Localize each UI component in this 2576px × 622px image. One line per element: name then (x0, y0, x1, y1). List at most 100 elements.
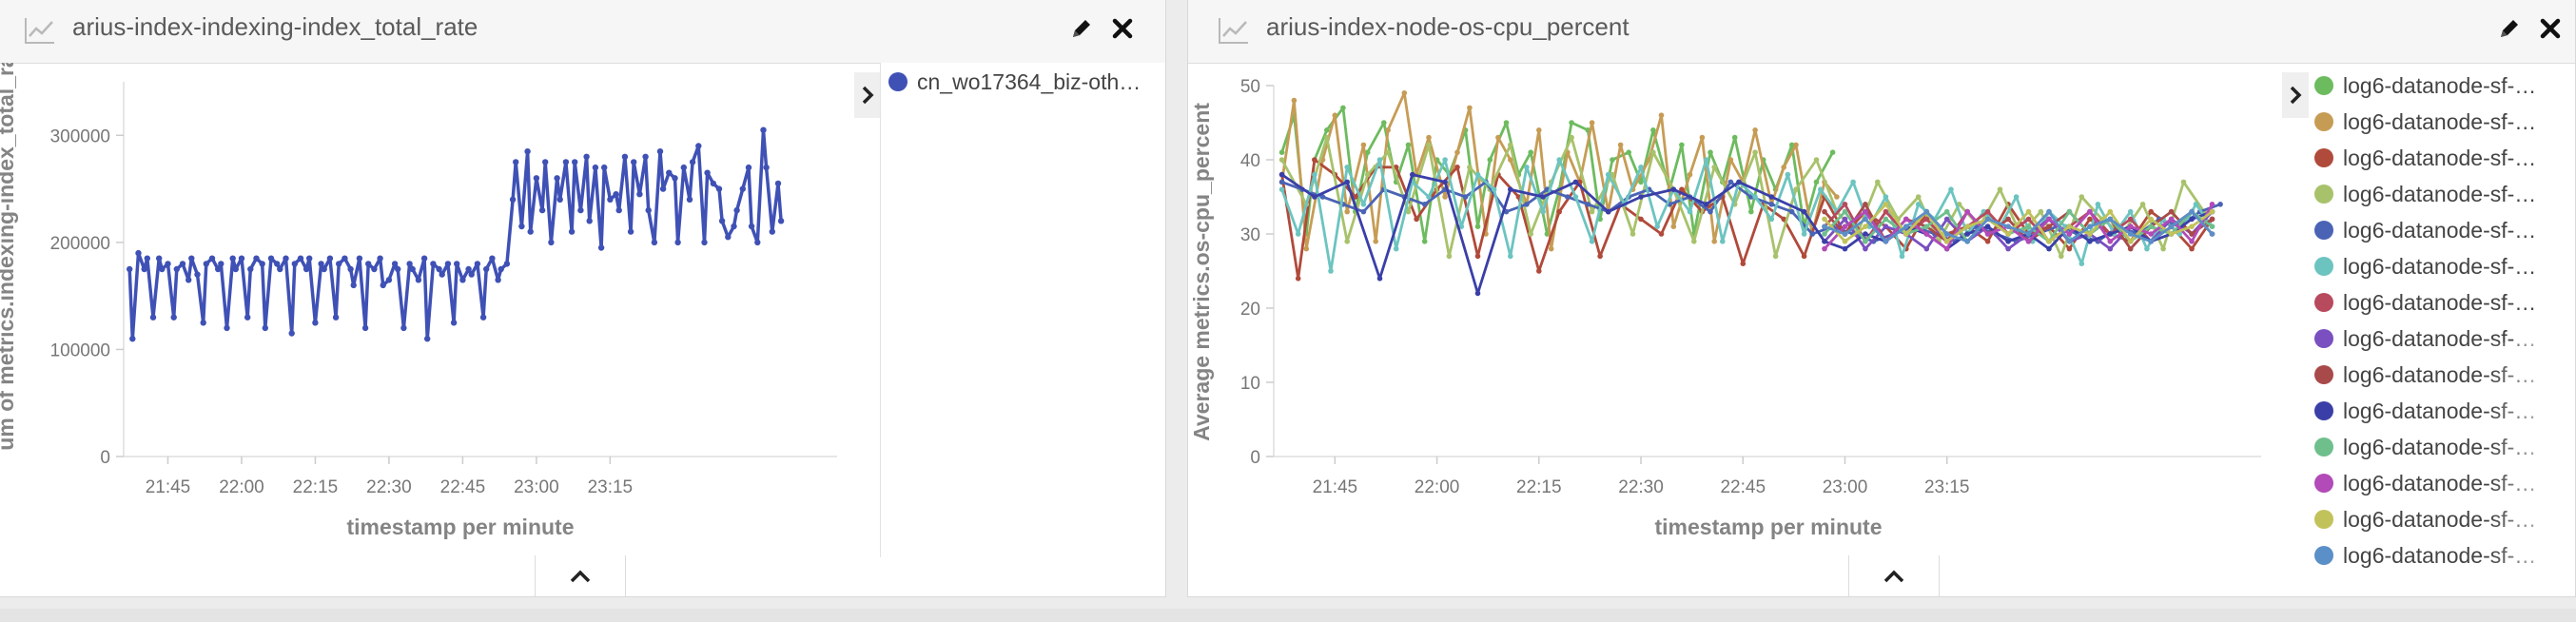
data-point (1863, 239, 1868, 244)
data-point (1670, 186, 1677, 192)
data-point (1943, 216, 1950, 223)
close-x-icon[interactable] (1111, 17, 1134, 40)
data-point (1508, 186, 1513, 192)
data-point (1964, 231, 1970, 237)
x-axis-title: timestamp per minute (347, 515, 575, 539)
data-point (1291, 97, 1298, 104)
data-point (468, 271, 475, 278)
legend-toggle-button[interactable] (854, 72, 881, 118)
visualization-panel-cpu-percent: arius-index-node-os-cpu_percent 0 10 20 30 4… (1187, 0, 2576, 597)
data-point (1528, 231, 1533, 237)
data-point (2005, 239, 2011, 244)
collapse-panel-button[interactable] (535, 555, 626, 596)
line-chart-icon (25, 18, 54, 44)
data-point (2025, 239, 2032, 244)
series-line (127, 127, 783, 340)
data-point (1454, 165, 1460, 170)
data-point (321, 265, 327, 273)
legend-item[interactable]: log6-datanode-sf-… (2314, 213, 2536, 247)
data-point (1923, 208, 1930, 215)
data-point (1915, 194, 1922, 200)
data-point (1842, 231, 1848, 237)
data-point (1711, 165, 1717, 170)
legend-label: log6-datanode-sf-… (2343, 289, 2537, 315)
legend-label: cn_wo17364_biz-oth… (917, 68, 1142, 94)
data-point (1324, 134, 1330, 141)
data-point (1467, 165, 1473, 170)
data-point (754, 239, 761, 246)
data-point (1903, 216, 1909, 223)
data-point (2087, 231, 2093, 237)
data-point (2038, 208, 2044, 215)
data-point (1540, 194, 1546, 200)
data-point (1793, 186, 1799, 192)
data-point (495, 277, 501, 283)
data-point (2148, 239, 2154, 244)
data-point (1923, 224, 1930, 229)
data-point (2148, 208, 2154, 215)
legend-item[interactable]: log6-datanode-sf-… (2314, 285, 2536, 320)
data-point (1638, 165, 1644, 170)
data-point (1788, 142, 1795, 148)
data-point (2148, 231, 2154, 237)
pencil-icon[interactable] (1069, 16, 1094, 41)
data-point (748, 223, 755, 230)
data-point (409, 265, 416, 273)
data-point (336, 261, 342, 267)
data-point (1312, 157, 1317, 163)
data-point (2127, 245, 2134, 252)
data-point (1903, 231, 1909, 237)
data-point (365, 261, 372, 267)
series-line (1280, 136, 2206, 258)
data-point (1442, 179, 1448, 185)
data-point (2148, 216, 2154, 223)
data-point (1278, 149, 1285, 155)
data-point (1487, 157, 1493, 163)
data-point (483, 265, 490, 273)
data-point (129, 336, 136, 342)
data-point (1650, 127, 1656, 133)
data-point (642, 153, 649, 160)
data-point (1467, 105, 1473, 111)
data-point (760, 126, 767, 133)
legend-item[interactable]: log6-datanode-sf-… (2314, 141, 2536, 175)
legend-item[interactable]: cn_wo17364_biz-oth… (888, 65, 1141, 99)
data-point (2078, 194, 2085, 200)
pencil-icon[interactable] (2497, 16, 2522, 41)
data-point (1768, 194, 1775, 200)
legend-item[interactable]: log6-datanode-sf-… (2314, 177, 2536, 211)
y-tick-label: 50 (1240, 77, 1260, 97)
y-axis-title: Average metrics.os-cpu_percent (1189, 103, 1214, 441)
data-point (1442, 157, 1448, 163)
data-point (1748, 208, 1754, 215)
data-point (1589, 239, 1595, 244)
data-point (1421, 239, 1428, 244)
data-point (2127, 224, 2134, 229)
data-point (203, 261, 209, 267)
data-point (1679, 142, 1685, 148)
data-point (2107, 239, 2114, 244)
data-point (179, 261, 186, 267)
data-point (291, 261, 298, 267)
legend-item[interactable]: log6-datanode-sf-… (2314, 249, 2536, 283)
data-point (420, 255, 428, 262)
data-point (2005, 224, 2011, 229)
close-x-icon[interactable] (2539, 17, 2562, 40)
data-point (1850, 179, 1856, 185)
data-point (1605, 208, 1611, 215)
data-point (1414, 216, 1419, 223)
data-point (1768, 216, 1775, 223)
data-point (2013, 194, 2020, 200)
legend-item[interactable]: log6-datanode-sf-… (2314, 68, 2536, 103)
data-point (1670, 224, 1677, 229)
data-point (1405, 208, 1412, 215)
data-point (238, 255, 245, 262)
data-point (1948, 186, 1954, 192)
legend-toggle-button[interactable] (2282, 72, 2309, 118)
collapse-panel-button[interactable] (1848, 555, 1940, 596)
data-point (1943, 208, 1950, 215)
y-tick-label: 300000 (50, 126, 110, 146)
data-point (1813, 179, 1820, 185)
legend-color-dot (2314, 221, 2333, 240)
legend-item[interactable]: log6-datanode-sf-… (2314, 105, 2536, 139)
